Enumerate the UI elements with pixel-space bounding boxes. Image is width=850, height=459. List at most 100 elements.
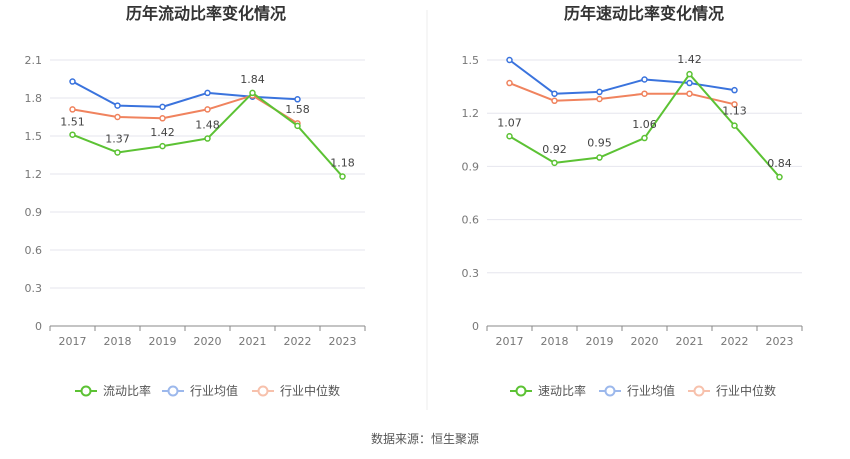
y-tick-label: 1.5 — [25, 130, 43, 143]
legend-label: 流动比率 — [103, 383, 151, 398]
data-point — [69, 106, 76, 113]
current-ratio-chart: 历年流动比率变化情况 0 0.3 0.6 0.9 1.2 1.5 1.8 2.1 2017 201… — [25, 4, 366, 398]
data-point — [551, 159, 558, 167]
legend-item: 流动比率 — [75, 383, 151, 398]
data-point — [69, 131, 76, 138]
data-source-note: 数据来源：恒生聚源 — [371, 431, 479, 446]
quick-ratio-chart: 历年速动比率变化情况 0 0.3 0.6 0.9 1.2 1.5 2017 2018 2019 2… — [462, 4, 803, 398]
legend-swatch-marker — [80, 385, 92, 397]
data-point — [159, 142, 166, 150]
data-label: 1.07 — [497, 116, 522, 129]
legend-label: 行业中位数 — [280, 383, 340, 398]
y-tick-label: 0.3 — [462, 267, 480, 280]
legend-swatch-marker — [257, 385, 269, 397]
x-tick-label: 2021 — [239, 335, 267, 348]
x-tick-label: 2017 — [496, 335, 524, 348]
data-point — [204, 106, 211, 113]
data-point — [641, 134, 648, 142]
legend-swatch-marker — [167, 385, 179, 397]
series-line-orange — [72, 94, 299, 125]
y-tick-label: 1.2 — [462, 107, 480, 120]
data-point — [294, 96, 301, 103]
data-point — [686, 70, 693, 78]
data-point — [204, 135, 211, 142]
legend-swatch-marker — [604, 385, 616, 397]
x-tick-label: 2021 — [676, 335, 704, 348]
x-tick-label: 2018 — [104, 335, 132, 348]
data-point — [114, 102, 121, 109]
data-point — [686, 90, 693, 97]
legend-label: 速动比率 — [538, 383, 586, 398]
data-label: 1.42 — [150, 126, 175, 139]
data-point — [204, 89, 211, 97]
y-tick-label: 0.6 — [25, 244, 43, 257]
y-tick-label: 0 — [35, 320, 42, 333]
data-point — [551, 97, 558, 105]
data-point — [506, 79, 513, 87]
data-label: 1.58 — [285, 103, 310, 116]
data-point — [731, 122, 738, 129]
data-label: 1.06 — [632, 118, 657, 131]
data-label: 1.42 — [677, 53, 702, 66]
y-tick-label: 0 — [472, 320, 479, 333]
x-tick-label: 2022 — [284, 335, 312, 348]
legend-label: 行业均值 — [627, 383, 675, 398]
data-point — [776, 173, 783, 181]
data-point — [159, 115, 166, 122]
y-tick-label: 0.6 — [462, 214, 480, 227]
data-label: 1.51 — [60, 116, 85, 129]
data-point — [731, 101, 738, 108]
series-line-orange — [509, 82, 735, 106]
data-point — [641, 90, 648, 97]
x-tick-label: 2020 — [194, 335, 222, 348]
y-tick-label: 2.1 — [25, 54, 43, 67]
data-point — [506, 133, 513, 140]
legend-swatch-marker — [515, 385, 527, 397]
x-tick-label: 2020 — [631, 335, 659, 348]
data-point — [339, 173, 346, 180]
data-point — [114, 113, 121, 121]
y-tick-label: 1.2 — [25, 168, 43, 181]
data-point — [159, 103, 166, 111]
legend-label: 行业均值 — [190, 383, 238, 398]
data-point — [294, 122, 301, 130]
legend-item: 行业均值 — [599, 383, 675, 398]
legend-label: 行业中位数 — [716, 383, 776, 398]
x-tick-label: 2022 — [721, 335, 749, 348]
legend-item: 行业中位数 — [252, 383, 340, 398]
x-tick-label: 2023 — [329, 335, 357, 348]
data-point — [596, 88, 603, 96]
x-tick-label: 2017 — [59, 335, 87, 348]
y-tick-label: 0.3 — [25, 282, 43, 295]
legend-item: 行业均值 — [162, 383, 238, 398]
x-tick-label: 2023 — [766, 335, 794, 348]
legend-item: 速动比率 — [510, 383, 586, 398]
x-tick-label: 2019 — [586, 335, 614, 348]
data-point — [69, 78, 76, 85]
y-tick-label: 0.9 — [25, 206, 43, 219]
y-tick-label: 1.5 — [462, 54, 480, 67]
data-point — [641, 76, 648, 83]
data-label: 1.18 — [330, 157, 355, 170]
data-point — [114, 149, 121, 156]
chart-title: 历年流动比率变化情况 — [126, 4, 286, 23]
legend-item: 行业中位数 — [688, 383, 776, 398]
legend-swatch-marker — [693, 385, 705, 397]
data-label: 0.92 — [542, 143, 567, 156]
data-point — [596, 95, 603, 103]
data-label: 0.84 — [767, 157, 792, 170]
x-tick-label: 2019 — [149, 335, 177, 348]
y-tick-label: 1.8 — [25, 92, 43, 105]
x-tick-label: 2018 — [541, 335, 569, 348]
data-label: 1.13 — [722, 105, 747, 118]
data-label: 1.84 — [240, 73, 265, 86]
data-label: 1.37 — [105, 132, 130, 145]
series-line-blue — [72, 80, 298, 108]
chart-title: 历年速动比率变化情况 — [564, 4, 724, 23]
data-label: 0.95 — [587, 137, 612, 150]
data-point — [249, 89, 256, 97]
y-tick-label: 0.9 — [462, 160, 480, 173]
data-point — [731, 86, 738, 94]
data-label: 1.48 — [195, 119, 220, 132]
